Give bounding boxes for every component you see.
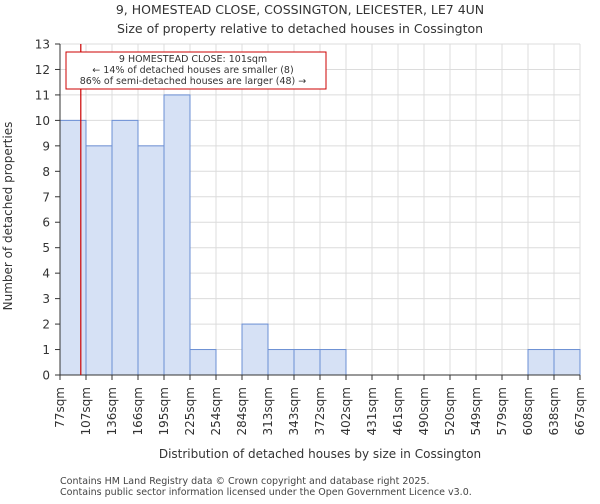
bar: [553, 349, 581, 376]
x-tick-label: 667sqm: [573, 387, 587, 435]
x-tick-label: 343sqm: [287, 387, 301, 435]
x-tick-label: 136sqm: [105, 387, 119, 435]
x-tick-label: 520sqm: [443, 387, 457, 435]
y-tick-label: 3: [42, 292, 50, 306]
x-tick-label: 225sqm: [183, 387, 197, 435]
x-tick-label: 579sqm: [495, 387, 509, 435]
x-tick-label: 461sqm: [391, 387, 405, 435]
x-tick-label: 490sqm: [417, 387, 431, 435]
y-tick-label: 1: [42, 343, 50, 357]
bar: [267, 349, 295, 376]
chart-title: 9, HOMESTEAD CLOSE, COSSINGTON, LEICESTE…: [116, 2, 484, 17]
annotation-line-3: 86% of semi-detached houses are larger (…: [80, 76, 307, 87]
bar: [137, 145, 165, 376]
bar: [85, 145, 113, 376]
bar: [163, 94, 191, 376]
bar: [241, 323, 269, 376]
y-axis-label: Number of detached properties: [1, 122, 15, 311]
chart-subtitle: Size of property relative to detached ho…: [117, 21, 483, 36]
y-tick-label: 9: [42, 139, 50, 153]
y-tick-label: 6: [42, 216, 50, 230]
y-tick-label: 12: [35, 63, 50, 77]
bars: [59, 94, 581, 376]
y-tick-label: 8: [42, 165, 50, 179]
footer-line-2: Contains public sector information licen…: [60, 487, 472, 498]
footer-line-1: Contains HM Land Registry data © Crown c…: [60, 476, 430, 487]
x-axis-label: Distribution of detached houses by size …: [159, 447, 481, 461]
y-tick-label: 4: [42, 267, 50, 281]
x-tick-label: 77sqm: [53, 387, 67, 428]
x-tick-labels: 77sqm 107sqm 136sqm 166sqm 195sqm 225sqm 254sq…: [53, 387, 587, 435]
y-tick-label: 2: [42, 318, 50, 332]
x-tick-label: 254sqm: [209, 387, 223, 435]
bar: [293, 349, 321, 376]
axes: [55, 43, 581, 380]
x-tick-label: 107sqm: [79, 387, 93, 435]
x-tick-label: 166sqm: [131, 387, 145, 435]
x-tick-label: 402sqm: [339, 387, 353, 435]
annotation-box: 9 HOMESTEAD CLOSE: 101sqm ← 14% of detac…: [65, 51, 327, 90]
x-tick-label: 195sqm: [157, 387, 171, 435]
x-tick-label: 431sqm: [365, 387, 379, 435]
y-tick-label: 11: [35, 88, 50, 102]
bar: [59, 119, 87, 376]
x-tick-label: 372sqm: [313, 387, 327, 435]
x-tick-label: 638sqm: [547, 387, 561, 435]
annotation-line-1: 9 HOMESTEAD CLOSE: 101sqm: [119, 54, 267, 65]
x-tick-label: 313sqm: [261, 387, 275, 435]
y-tick-label: 13: [35, 38, 50, 52]
y-tick-label: 10: [35, 114, 50, 128]
annotation-line-2: ← 14% of detached houses are smaller (8): [92, 65, 293, 76]
y-tick-label: 7: [42, 190, 50, 204]
bar: [319, 349, 347, 376]
bar: [111, 119, 139, 376]
x-tick-label: 549sqm: [469, 387, 483, 435]
x-tick-label: 608sqm: [521, 387, 535, 435]
y-tick-label: 5: [42, 241, 50, 255]
annotation-border: [65, 51, 327, 90]
bar: [527, 349, 555, 376]
x-tick-label: 284sqm: [235, 387, 249, 435]
y-tick-label: 0: [42, 369, 50, 383]
bar: [189, 349, 217, 376]
